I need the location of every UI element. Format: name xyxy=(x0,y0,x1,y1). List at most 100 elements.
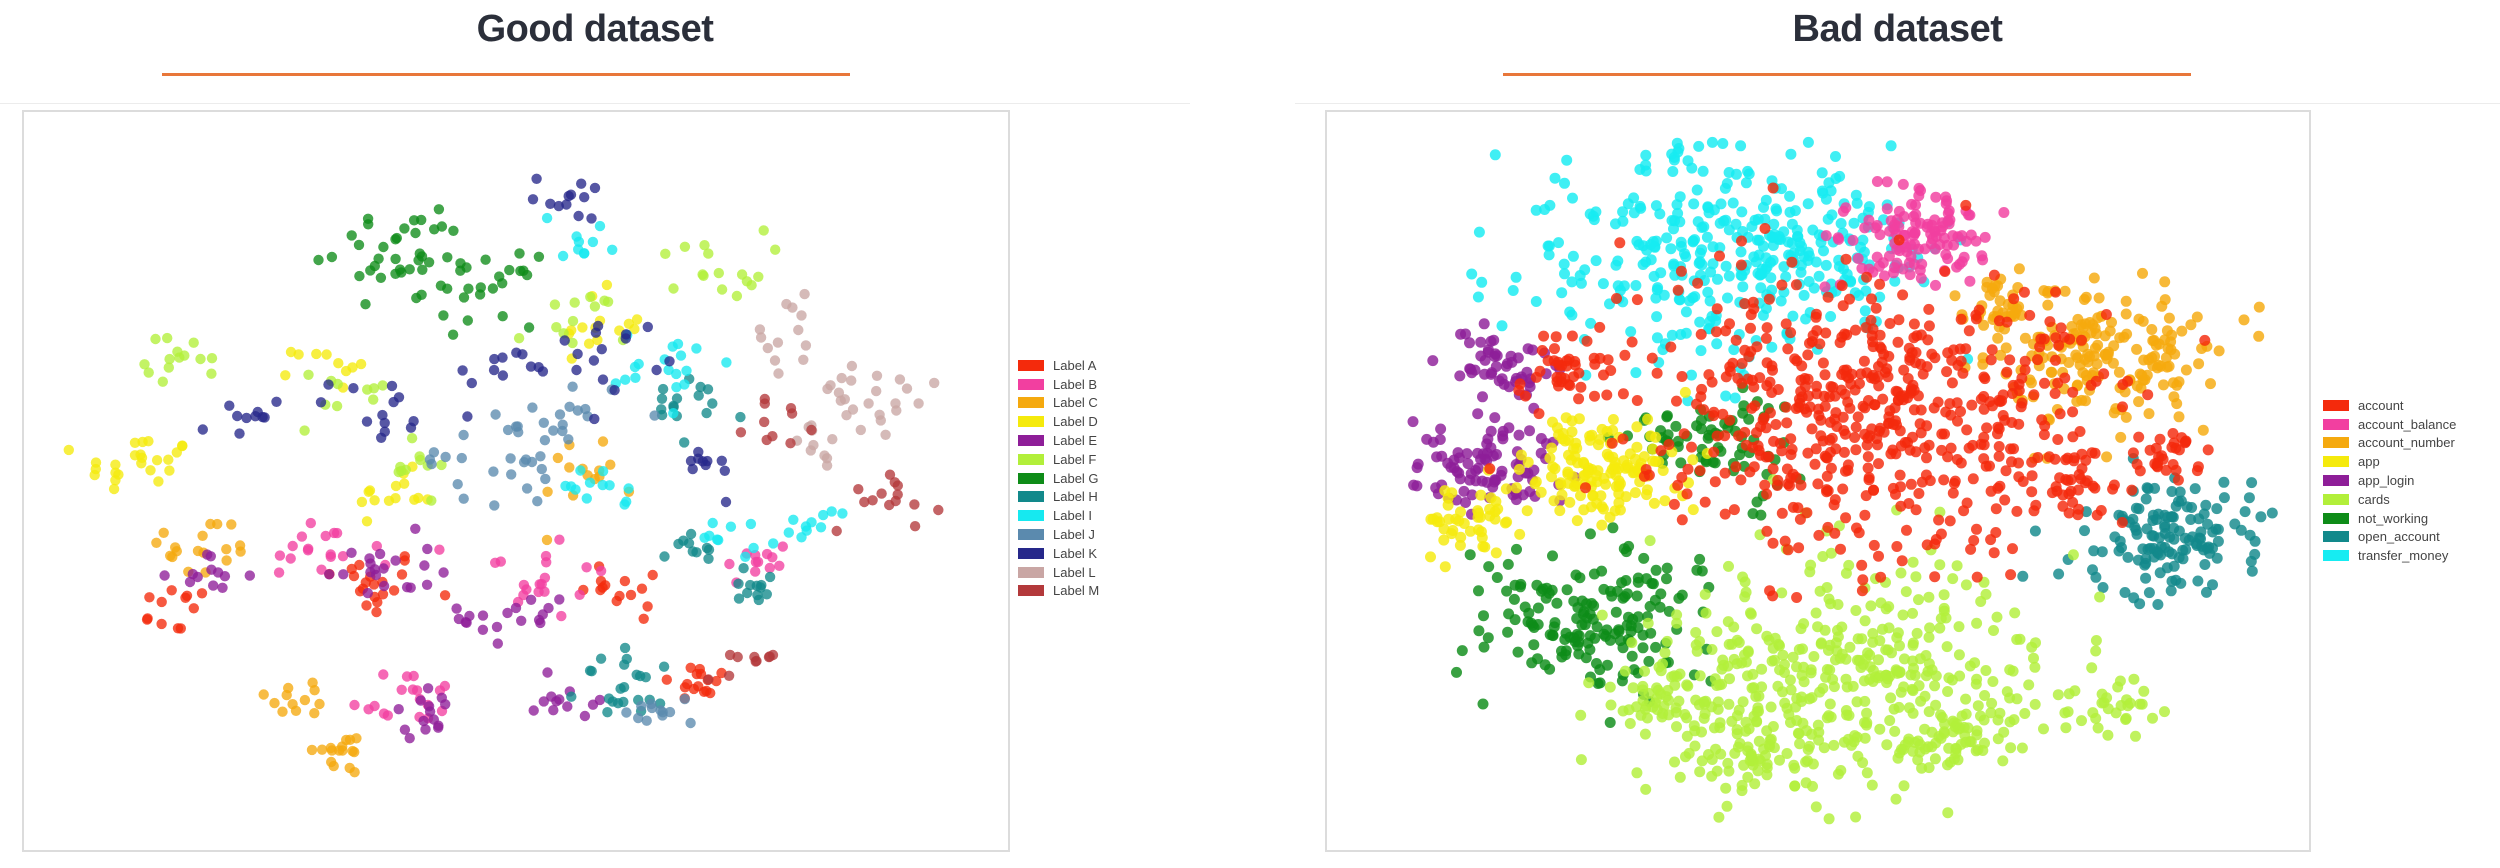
data-point xyxy=(1695,423,1707,435)
data-point xyxy=(1892,752,1904,764)
data-point xyxy=(867,495,878,506)
data-point xyxy=(277,706,288,717)
data-point xyxy=(1617,388,1629,400)
data-point xyxy=(163,362,174,373)
data-point xyxy=(1840,202,1852,214)
data-point xyxy=(221,555,232,566)
data-point xyxy=(386,380,398,392)
data-point xyxy=(1559,435,1571,447)
data-point xyxy=(2026,486,2038,498)
data-point xyxy=(557,419,568,430)
data-point xyxy=(360,577,371,588)
data-point xyxy=(1817,551,1829,562)
data-point xyxy=(560,480,571,492)
data-point xyxy=(1711,338,1723,350)
data-point xyxy=(455,265,466,276)
data-point xyxy=(1841,681,1853,693)
data-point xyxy=(1795,259,1807,271)
data-point xyxy=(1720,782,1732,794)
data-point xyxy=(1661,562,1673,574)
data-point xyxy=(1874,723,1886,735)
data-point xyxy=(545,198,556,209)
data-point xyxy=(1655,267,1667,279)
data-point xyxy=(1621,619,1633,631)
data-point xyxy=(733,593,745,604)
data-point xyxy=(1575,381,1587,393)
title-underline xyxy=(1503,73,2191,76)
data-point xyxy=(1803,250,1815,262)
data-point xyxy=(2017,570,2029,582)
data-point xyxy=(1695,328,1707,340)
data-point xyxy=(1955,406,1966,417)
data-point xyxy=(510,602,522,614)
data-point xyxy=(164,353,175,365)
data-point xyxy=(1475,489,1487,501)
data-point xyxy=(2019,355,2031,367)
data-point xyxy=(1563,353,1575,365)
legend-item: account xyxy=(2323,396,2456,415)
data-point xyxy=(2094,591,2106,603)
data-point xyxy=(1840,253,1852,265)
data-point xyxy=(1958,505,1970,517)
data-point xyxy=(1761,630,1773,642)
data-point xyxy=(2089,482,2101,494)
data-point xyxy=(1935,732,1947,744)
data-point xyxy=(528,705,539,716)
data-point xyxy=(1830,151,1841,162)
data-point xyxy=(638,613,649,624)
legend-item: transfer_money xyxy=(2323,546,2456,565)
data-point xyxy=(1948,478,1960,489)
data-point xyxy=(1476,276,1488,288)
data-point xyxy=(1964,209,1976,221)
data-point xyxy=(1772,384,1784,395)
data-point xyxy=(2174,486,2186,498)
data-point xyxy=(1679,386,1691,398)
data-point xyxy=(656,409,668,421)
data-point xyxy=(1825,462,1837,474)
data-point xyxy=(761,589,772,600)
data-point xyxy=(143,367,154,378)
data-point xyxy=(1607,451,1619,463)
data-point xyxy=(1919,690,1931,702)
data-point xyxy=(546,691,557,702)
data-point xyxy=(1791,693,1803,704)
data-point xyxy=(1955,457,1967,469)
data-point xyxy=(1724,414,1736,426)
data-point xyxy=(551,322,562,333)
data-point xyxy=(1850,421,1862,433)
data-point xyxy=(1647,443,1659,455)
data-point xyxy=(1768,218,1780,230)
data-point xyxy=(806,424,817,436)
data-point xyxy=(762,342,773,354)
data-point xyxy=(2143,587,2155,599)
data-point xyxy=(721,357,732,368)
data-point xyxy=(1751,715,1763,727)
data-point xyxy=(354,270,365,282)
data-point xyxy=(2133,396,2145,408)
data-point xyxy=(1473,625,1485,637)
data-point xyxy=(1482,346,1494,358)
data-point xyxy=(742,587,753,599)
data-point xyxy=(1834,652,1846,664)
data-point xyxy=(1749,214,1761,226)
good-scatter-svg xyxy=(63,173,944,778)
data-point xyxy=(2246,565,2258,577)
data-point xyxy=(396,684,407,695)
data-point xyxy=(1835,765,1847,776)
data-point xyxy=(1446,528,1458,540)
data-point xyxy=(1675,241,1687,252)
data-point xyxy=(1489,412,1501,424)
data-point xyxy=(1576,619,1588,631)
data-point xyxy=(326,251,338,263)
data-point xyxy=(1884,671,1895,682)
data-point xyxy=(573,210,584,222)
data-point xyxy=(1890,448,1902,460)
data-point xyxy=(1647,455,1659,467)
data-point xyxy=(1991,611,2003,623)
data-point xyxy=(1825,311,1837,322)
data-point xyxy=(1616,675,1628,687)
data-point xyxy=(1997,389,2009,401)
data-point xyxy=(442,283,453,294)
data-point xyxy=(1622,198,1634,210)
data-point xyxy=(788,514,799,525)
